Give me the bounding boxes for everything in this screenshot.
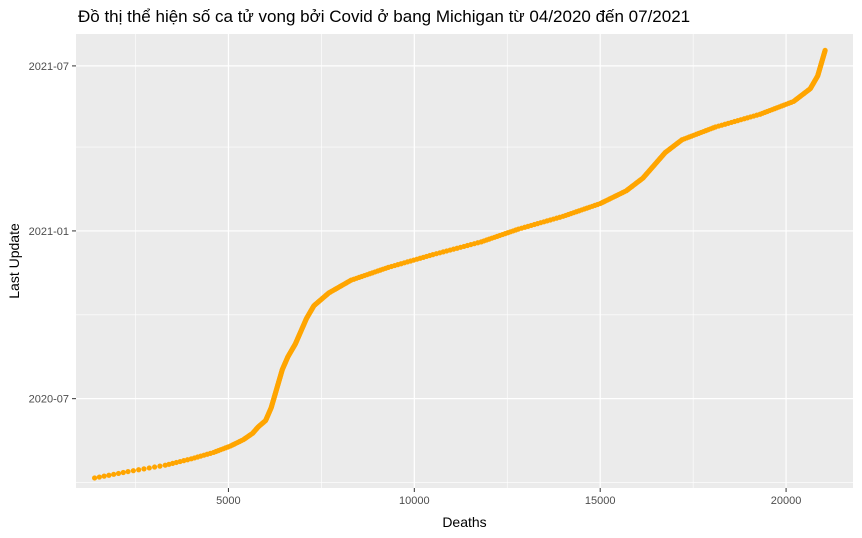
y-tick-label: 2020-07	[29, 394, 69, 406]
y-axis: 2020-07 2021-01 2021-07	[29, 61, 76, 406]
y-axis-title: Last Update	[6, 223, 22, 299]
grid-lines	[76, 34, 853, 488]
data-point	[111, 471, 117, 477]
data-point	[152, 464, 158, 470]
data-point	[141, 466, 147, 472]
data-point	[130, 468, 136, 474]
y-tick-label: 2021-01	[29, 226, 69, 238]
x-tick-label: 5000	[216, 495, 240, 507]
data-points	[91, 47, 828, 481]
data-point	[120, 469, 126, 476]
plot-panel	[76, 34, 853, 488]
data-point	[822, 47, 828, 54]
data-point	[96, 474, 102, 480]
chart-title: Đồ thị thể hiện số ca tử vong bởi Covid …	[78, 7, 690, 26]
x-tick-label: 10000	[399, 495, 430, 507]
data-point	[106, 472, 112, 478]
data-point	[91, 475, 98, 481]
x-tick-label: 15000	[585, 495, 616, 507]
data-point	[125, 468, 131, 475]
data-point	[115, 470, 122, 477]
data-point	[101, 473, 107, 479]
data-point	[136, 467, 142, 473]
data-point	[146, 465, 152, 471]
x-axis-title: Deaths	[442, 514, 486, 530]
data-point	[157, 463, 163, 469]
y-tick-label: 2021-07	[29, 61, 69, 73]
x-axis: 5000 10000 15000 20000	[216, 488, 801, 507]
x-tick-label: 20000	[771, 495, 802, 507]
